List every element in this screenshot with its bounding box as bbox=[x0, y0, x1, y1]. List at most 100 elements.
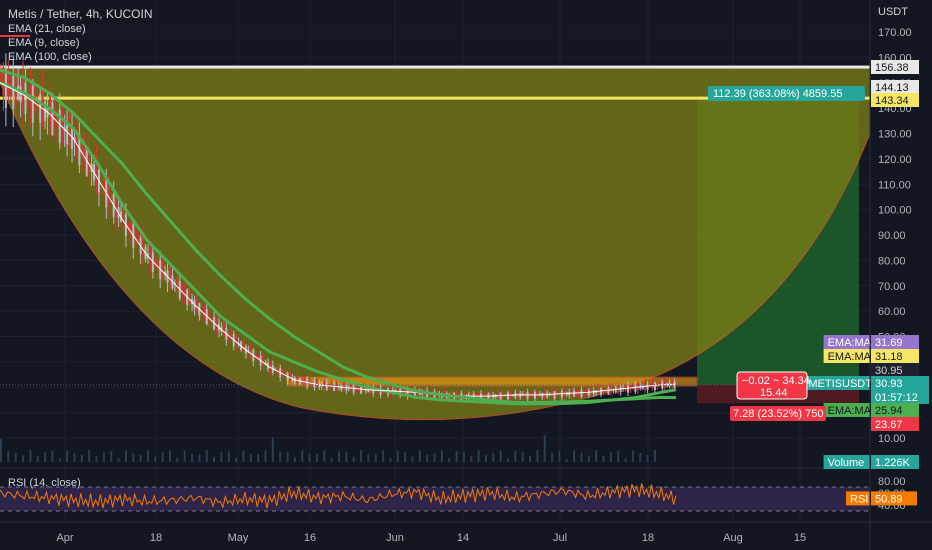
candle bbox=[360, 386, 363, 394]
volume-bar bbox=[44, 452, 47, 462]
volume-bar bbox=[382, 450, 385, 462]
volume-bar bbox=[565, 458, 568, 462]
cup-pattern[interactable] bbox=[0, 66, 871, 421]
stop-label[interactable]: 7.28 (23.52%) 750 bbox=[733, 408, 824, 420]
candle bbox=[671, 379, 674, 388]
candle bbox=[663, 380, 666, 388]
candle bbox=[546, 392, 549, 398]
volume-bar bbox=[315, 453, 318, 462]
candle bbox=[195, 296, 198, 313]
candle bbox=[570, 389, 573, 397]
volume-bar bbox=[205, 450, 208, 462]
volume-bar bbox=[507, 458, 509, 462]
price-tick-label: 70.00 bbox=[878, 281, 906, 293]
resistance-line-top[interactable] bbox=[0, 65, 870, 69]
measure-label-bars[interactable]: 15.44 bbox=[760, 387, 788, 399]
volume-bar bbox=[411, 456, 414, 462]
candle bbox=[88, 146, 91, 175]
candle bbox=[276, 366, 279, 374]
volume-bar bbox=[521, 452, 524, 462]
candle bbox=[183, 290, 186, 296]
candle bbox=[653, 382, 656, 391]
indicator-ema100-label[interactable]: EMA (100, close) bbox=[8, 51, 92, 63]
candle bbox=[227, 332, 230, 337]
price-tick-label: 110.00 bbox=[878, 179, 911, 191]
volume-bar bbox=[154, 456, 157, 462]
candle bbox=[137, 241, 140, 243]
rsi-indicator-label[interactable]: RSI (14, close) bbox=[8, 477, 81, 489]
price-tag-value[interactable]: 144.13 bbox=[875, 82, 909, 94]
candle bbox=[480, 393, 483, 401]
volume-bar bbox=[580, 452, 583, 462]
price-tag-value[interactable]: 30.93 bbox=[875, 378, 903, 390]
resistance-line-bottom[interactable] bbox=[0, 96, 870, 100]
volume-bar bbox=[646, 455, 649, 462]
candle bbox=[497, 391, 500, 399]
price-tag-value[interactable]: 23.67 bbox=[875, 419, 903, 431]
candle bbox=[619, 387, 622, 392]
candle bbox=[257, 355, 260, 360]
volume-bar bbox=[573, 450, 576, 462]
volume-bar bbox=[88, 450, 91, 462]
price-tag-value[interactable]: 31.18 bbox=[875, 351, 903, 363]
volume-bar bbox=[51, 450, 54, 462]
measure-label-range[interactable]: −0.02 ~ 34.34 bbox=[742, 375, 810, 387]
candle bbox=[396, 387, 399, 395]
candle bbox=[536, 391, 539, 398]
volume-bar bbox=[191, 453, 194, 462]
candle bbox=[80, 141, 83, 158]
candle bbox=[95, 158, 98, 188]
target-label[interactable]: 112.39 (363.08%) 4859.55 bbox=[713, 88, 842, 100]
candle bbox=[68, 113, 71, 148]
price-tag-value[interactable]: 1.226K bbox=[875, 457, 911, 469]
volume-bar bbox=[169, 451, 171, 462]
rsi-tag-label-bg bbox=[846, 491, 870, 506]
candle bbox=[507, 392, 509, 400]
candle bbox=[17, 85, 20, 101]
volume-bar bbox=[338, 451, 340, 462]
rsi-value[interactable]: 50.89 bbox=[875, 493, 903, 505]
target-label-bg bbox=[708, 86, 865, 101]
indicator-ema9-label[interactable]: EMA (9, close) bbox=[8, 37, 80, 49]
handle-zone[interactable] bbox=[286, 376, 698, 387]
price-tag-value[interactable]: 31.69 bbox=[875, 337, 903, 349]
volume-bar bbox=[66, 450, 69, 462]
ema100-line[interactable] bbox=[0, 68, 677, 404]
price-tag-value[interactable]: 30.95 bbox=[875, 365, 903, 377]
volume-bar bbox=[470, 456, 473, 462]
candle bbox=[115, 192, 118, 218]
volume-bar bbox=[73, 452, 76, 462]
price-tag-bg bbox=[871, 376, 929, 404]
candle bbox=[315, 379, 318, 388]
candle bbox=[614, 387, 617, 393]
candle bbox=[222, 323, 225, 337]
volume-bar bbox=[418, 450, 421, 462]
time-tick-label: 14 bbox=[457, 532, 469, 544]
candle bbox=[169, 267, 171, 286]
volume-bar bbox=[536, 450, 539, 462]
candle bbox=[19, 86, 22, 103]
indicator-ema21-label[interactable]: EMA (21, close) bbox=[8, 23, 86, 35]
candle bbox=[73, 137, 76, 141]
price-tag-value[interactable]: 25.94 bbox=[875, 405, 903, 417]
volume-bar bbox=[345, 451, 348, 462]
candle bbox=[242, 340, 245, 353]
volume-bar bbox=[132, 453, 135, 462]
candle bbox=[661, 381, 664, 389]
ema9-line[interactable] bbox=[0, 82, 677, 397]
volume-bar bbox=[602, 455, 605, 462]
candle bbox=[308, 379, 311, 386]
candle bbox=[154, 258, 157, 267]
candle bbox=[39, 94, 42, 123]
time-tick-label: May bbox=[228, 532, 249, 544]
volume-bar bbox=[609, 452, 612, 462]
price-tag-value[interactable]: 143.34 bbox=[875, 95, 909, 107]
price-tag-value[interactable]: 156.38 bbox=[875, 62, 909, 74]
rsi-line[interactable] bbox=[0, 483, 677, 510]
candle bbox=[342, 382, 345, 391]
time-tick-label: Apr bbox=[56, 532, 73, 544]
price-tag-bg bbox=[871, 93, 919, 107]
time-tick-label: 15 bbox=[794, 532, 806, 544]
candle bbox=[188, 289, 191, 305]
